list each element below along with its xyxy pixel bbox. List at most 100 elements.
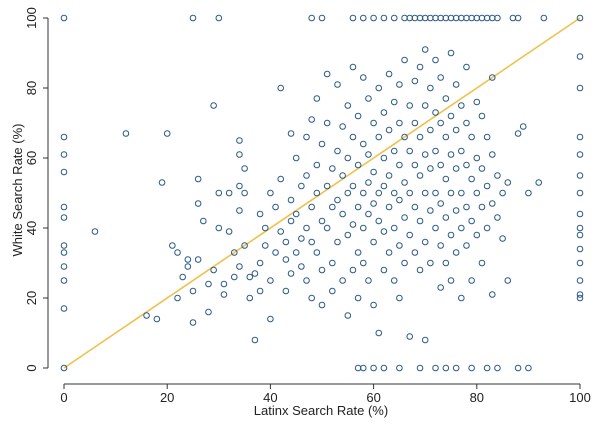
data-point (432, 147, 439, 155)
points-layer (60, 14, 584, 372)
data-point (396, 81, 403, 88)
data-point (60, 277, 68, 284)
data-point (308, 238, 315, 246)
data-point (385, 70, 393, 78)
data-point (488, 200, 496, 207)
data-point (241, 189, 248, 197)
data-point (230, 249, 238, 256)
data-point (416, 63, 424, 71)
data-point (447, 277, 455, 284)
data-point (359, 140, 367, 148)
data-point (60, 133, 68, 141)
data-point (576, 14, 584, 22)
data-point (158, 179, 166, 186)
data-point (344, 102, 352, 109)
data-point (473, 231, 481, 239)
data-point (494, 172, 501, 179)
data-point (308, 203, 315, 211)
data-point (153, 315, 161, 323)
data-point (329, 259, 336, 267)
data-point (287, 217, 295, 225)
data-point (230, 273, 238, 281)
data-point (122, 130, 130, 137)
data-point (458, 189, 465, 197)
data-point (406, 102, 414, 109)
data-point (334, 238, 341, 246)
data-point (287, 196, 295, 204)
data-point (442, 133, 450, 141)
data-point (370, 301, 377, 309)
data-point (380, 182, 388, 190)
data-point (401, 133, 408, 141)
data-point (447, 189, 455, 197)
data-point (169, 242, 176, 249)
data-point (313, 249, 321, 256)
data-point (452, 165, 460, 172)
data-point (576, 231, 584, 239)
data-point (189, 14, 197, 22)
data-point (452, 81, 460, 88)
data-point (463, 161, 470, 169)
data-point (447, 231, 455, 239)
data-point (483, 182, 491, 190)
data-point (514, 130, 522, 137)
data-point (349, 182, 357, 190)
data-point (478, 165, 486, 172)
data-point (354, 294, 362, 302)
data-point (313, 189, 321, 197)
x-tick-label: 100 (569, 390, 591, 405)
data-point (60, 168, 68, 176)
data-point (215, 14, 223, 22)
data-point (494, 364, 501, 372)
data-point (380, 109, 388, 116)
data-point (468, 175, 475, 183)
data-point (323, 182, 331, 190)
data-point (308, 14, 315, 22)
data-point (370, 14, 377, 22)
data-point (339, 277, 346, 284)
data-point (298, 182, 305, 190)
data-point (349, 266, 357, 274)
data-point (251, 270, 259, 277)
data-point (267, 277, 274, 284)
data-point (60, 203, 68, 211)
data-point (437, 242, 444, 249)
data-point (442, 259, 450, 267)
data-point (318, 217, 326, 225)
data-point (277, 84, 285, 92)
data-point (411, 249, 419, 256)
data-point (452, 249, 460, 256)
data-point (359, 189, 367, 197)
data-point (303, 224, 310, 232)
data-point (261, 242, 269, 249)
data-point (576, 277, 584, 284)
data-point (370, 364, 377, 372)
data-point (241, 242, 248, 249)
data-point (380, 364, 388, 372)
data-point (385, 249, 393, 256)
data-point (236, 207, 243, 214)
data-point (277, 175, 285, 183)
data-point (220, 291, 228, 298)
data-point (354, 203, 362, 211)
reference-line (63, 17, 581, 369)
data-point (359, 259, 367, 267)
data-point (225, 228, 233, 235)
data-point (390, 14, 398, 22)
data-point (354, 112, 362, 120)
data-point (499, 189, 506, 197)
data-point (406, 189, 414, 197)
data-point (406, 147, 414, 155)
y-tick-label: 20 (24, 291, 39, 305)
data-point (427, 259, 434, 267)
data-point (483, 224, 491, 232)
data-point (318, 266, 326, 274)
data-point (380, 228, 388, 235)
data-point (396, 364, 403, 372)
data-point (463, 242, 470, 249)
data-point (432, 109, 439, 116)
data-point (411, 161, 419, 169)
data-point (210, 266, 217, 274)
